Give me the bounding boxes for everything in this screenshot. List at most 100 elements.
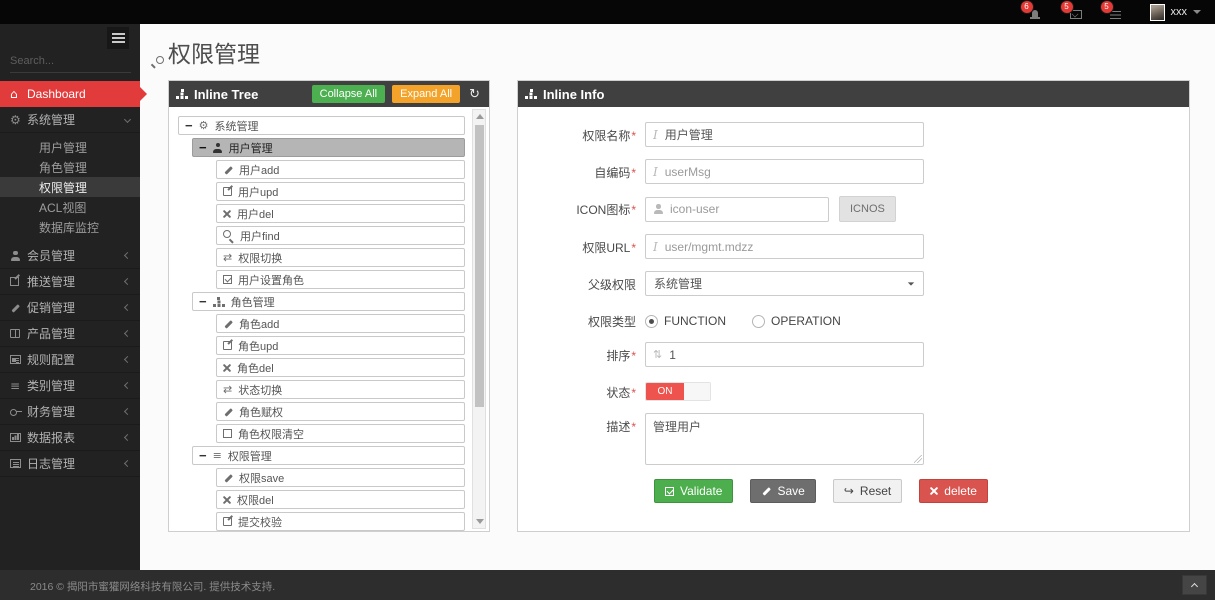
tree-node-user-set-role[interactable]: 用户设置角色 (216, 270, 465, 289)
chevron-left-icon (123, 329, 132, 338)
tree-node-role-clear[interactable]: 角色权限清空 (216, 424, 465, 443)
system-submenu: 用户管理 角色管理 权限管理 ACL视图 数据库监控 (0, 133, 140, 243)
pencil-icon (223, 473, 233, 483)
tree-node-perm-del[interactable]: 权限del (216, 490, 465, 509)
tree-node-system[interactable]: − ⚙ 系统管理 (178, 116, 465, 135)
delete-button[interactable]: delete (919, 479, 988, 503)
newspaper-icon (10, 355, 21, 364)
x-icon (930, 487, 938, 495)
radio-label[interactable]: FUNCTION (664, 314, 726, 328)
notifications-tasks[interactable]: 5 (1100, 1, 1124, 18)
tree-node-label: 用户管理 (228, 142, 273, 155)
sidebar-item-push[interactable]: 推送管理 (0, 269, 140, 295)
back-to-top-button[interactable] (1182, 575, 1207, 595)
sidebar-item-members[interactable]: 会员管理 (0, 243, 140, 269)
tree-node-perm-switch[interactable]: ⇄ 权限切换 (216, 248, 465, 267)
description-textarea[interactable]: 管理用户 (645, 413, 924, 465)
field-label: 排序* (606, 349, 636, 363)
save-button[interactable]: Save (750, 479, 816, 503)
tree-node-perm-mgmt[interactable]: − ≡ 权限管理 (192, 446, 465, 465)
radio-label[interactable]: OPERATION (771, 314, 841, 328)
code-input[interactable] (664, 164, 916, 179)
tree-scrollbar[interactable] (472, 109, 486, 529)
search-input[interactable] (10, 55, 152, 67)
tree-node-label: 角色del (237, 362, 274, 375)
field-label: 权限URL* (582, 241, 636, 255)
sort-icon: ⇅ (653, 348, 663, 361)
sidebar-item-promotion[interactable]: 促销管理 (0, 295, 140, 321)
sidebar-item-rules[interactable]: 规则配置 (0, 347, 140, 373)
tree-node-role-grant[interactable]: 角色赋权 (216, 402, 465, 421)
notifications-messages[interactable]: 5 (1060, 1, 1084, 20)
tree-node-role-upd[interactable]: 角色upd (216, 336, 465, 355)
sort-order-input[interactable] (669, 347, 916, 362)
resize-handle[interactable] (914, 455, 922, 463)
sidebar-item-categories[interactable]: ≡ 类别管理 (0, 373, 140, 399)
sitemap-icon (525, 89, 537, 99)
validate-button[interactable]: Validate (654, 479, 734, 503)
tree-node-user-find[interactable]: 用户find (216, 226, 465, 245)
retweet-icon: ⇄ (223, 383, 233, 396)
sitemap-icon (176, 89, 188, 99)
inline-tree-header: Inline Tree Collapse All Expand All ↻ (169, 81, 489, 107)
icon-input[interactable] (670, 202, 821, 216)
refresh-icon[interactable]: ↻ (469, 86, 480, 102)
radio-function[interactable] (645, 314, 658, 328)
submenu-item-permissions[interactable]: 权限管理 (0, 177, 140, 197)
tree-node-user-del[interactable]: 用户del (216, 204, 465, 223)
tree-node-user-mgmt[interactable]: − 用户管理 (192, 138, 465, 157)
status-toggle[interactable]: ON (645, 381, 711, 401)
tree-node-user-add[interactable]: 用户add (216, 160, 465, 179)
sidebar-item-products[interactable]: 产品管理 (0, 321, 140, 347)
pencil-icon (223, 165, 233, 175)
collapse-minus-icon[interactable]: − (199, 294, 207, 309)
submenu-item-acl[interactable]: ACL视图 (39, 200, 87, 215)
bell-badge: 6 (1020, 1, 1033, 13)
sidebar-item-finance[interactable]: 财务管理 (0, 399, 140, 425)
tree-node-label: 用户add (239, 164, 280, 177)
tree-node-status-switch[interactable]: ⇄ 状态切换 (216, 380, 465, 399)
tree-node-label: 权限save (239, 472, 285, 485)
collapse-minus-icon[interactable]: − (199, 448, 207, 463)
submenu-item-roles[interactable]: 角色管理 (39, 160, 88, 175)
sidebar-item-dashboard[interactable]: ⌂ Dashboard (0, 81, 147, 107)
tree-node-role-add[interactable]: 角色add (216, 314, 465, 333)
tree-node-label: 角色权限清空 (238, 428, 304, 441)
scroll-up-arrow[interactable] (476, 114, 484, 119)
scroll-down-arrow[interactable] (476, 519, 484, 524)
collapse-minus-icon[interactable]: − (185, 118, 193, 133)
tree-node-role-mgmt[interactable]: − 角色管理 (192, 292, 465, 311)
radio-operation[interactable] (752, 314, 765, 328)
tree-node-user-upd[interactable]: 用户upd (216, 182, 465, 201)
sidebar-item-reports[interactable]: 数据报表 (0, 425, 140, 451)
sidebar-item-system[interactable]: ⚙ 系统管理 (0, 107, 140, 133)
scroll-thumb[interactable] (474, 125, 484, 407)
user-name: xxx (1170, 6, 1188, 18)
x-icon (223, 210, 231, 218)
tree-node-perm-save[interactable]: 权限save (216, 468, 465, 487)
reset-button[interactable]: ↪ Reset (832, 479, 903, 503)
permission-name-input[interactable] (664, 127, 916, 142)
permission-url-input[interactable] (664, 239, 916, 254)
tree-node-submit-check[interactable]: 提交校验 (216, 512, 465, 531)
parent-permission-select[interactable]: 系统管理 (645, 271, 924, 296)
i-cursor-icon: I (653, 239, 658, 254)
redo-icon: ↪ (843, 484, 854, 498)
chevron-down-icon (1193, 10, 1201, 14)
sidebar-toggle-button[interactable] (107, 27, 129, 49)
collapse-minus-icon[interactable]: − (199, 140, 207, 155)
notifications-bell[interactable]: 6 (1020, 1, 1044, 19)
main-content: 权限管理 Inline Tree Collapse All Expand All… (140, 24, 1215, 570)
user-menu[interactable]: xxx (1149, 3, 1201, 21)
icons-picker-button[interactable]: ICNOS (839, 196, 896, 222)
chevron-left-icon (123, 459, 132, 468)
submenu-item-users[interactable]: 用户管理 (39, 140, 88, 155)
i-cursor-icon: I (653, 164, 658, 179)
tree-node-label: 权限管理 (227, 450, 272, 463)
expand-all-button[interactable]: Expand All (392, 85, 461, 103)
collapse-all-button[interactable]: Collapse All (311, 85, 386, 103)
sidebar-item-logs[interactable]: 日志管理 (0, 451, 140, 477)
submenu-item-db-monitor[interactable]: 数据库监控 (39, 220, 100, 235)
tree-node-role-del[interactable]: 角色del (216, 358, 465, 377)
book-icon (10, 329, 20, 338)
